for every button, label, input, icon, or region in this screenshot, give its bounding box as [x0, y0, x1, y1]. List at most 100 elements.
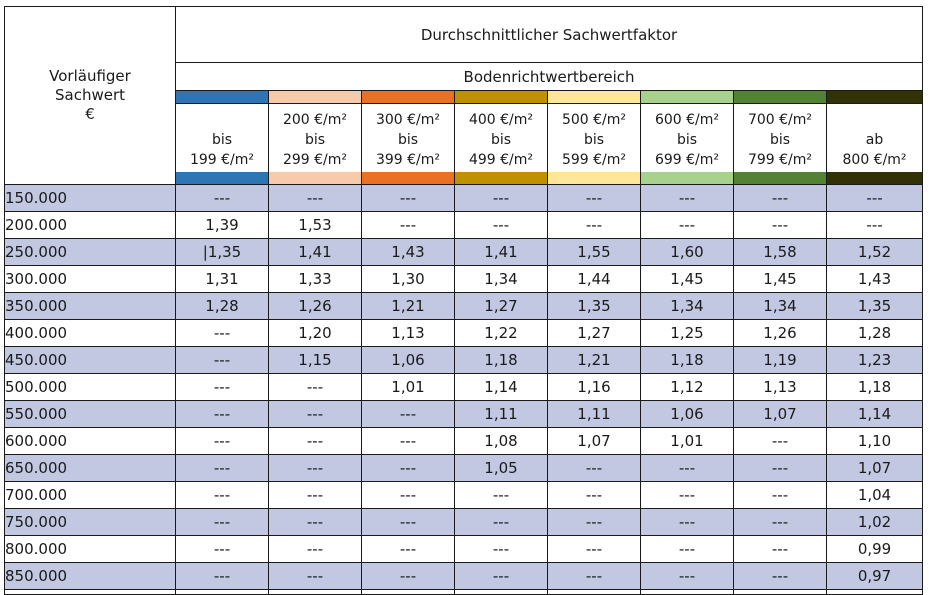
table-row: 200.000 1,39 1,53 --- --- --- --- --- ---	[4, 211, 924, 239]
range-color-bar	[176, 91, 268, 104]
range-color-bar	[455, 172, 547, 184]
factor-cell: 1,53	[268, 211, 362, 239]
range-header-cell: ab 800 €/m²	[825, 90, 924, 185]
table-row: 550.000 --- --- --- 1,11 1,11 1,06 1,07 1,14	[4, 400, 924, 428]
range-label-line: bis	[211, 132, 233, 148]
factor-cell: 1,34	[454, 265, 548, 293]
factor-cell: ---	[640, 454, 734, 482]
factor-cell: ---	[733, 535, 827, 563]
range-label: 500 €/m² bis 599 €/m²	[548, 104, 640, 172]
factor-cell: 1,12	[640, 373, 734, 401]
range-color-bar	[455, 91, 547, 104]
table-row: 300.000 1,31 1,33 1,30 1,34 1,44 1,45 1,45 1,43	[4, 265, 924, 293]
factor-cell: ---	[361, 535, 455, 563]
factor-cell: ---	[175, 535, 269, 563]
tail-cell	[361, 589, 455, 595]
table-subtitle: Bodenrichtwertbereich	[174, 62, 924, 91]
range-color-bar	[641, 172, 733, 184]
factor-cell: 1,44	[547, 265, 641, 293]
row-header-cell: Vorläufiger Sachwert €	[4, 6, 176, 185]
range-label: 300 €/m² bis 399 €/m²	[362, 104, 454, 172]
range-header-cell: 300 €/m² bis 399 €/m²	[361, 90, 455, 185]
factor-cell: 1,31	[175, 265, 269, 293]
factor-cell: ---	[733, 427, 827, 455]
factor-cell: ---	[175, 184, 269, 212]
factor-cell: ---	[454, 562, 548, 590]
factor-cell: ---	[640, 481, 734, 509]
range-label-line: 300 €/m²	[375, 112, 441, 128]
range-label-line: ab	[865, 132, 884, 148]
factor-cell: 1,21	[547, 346, 641, 374]
sachwert-label: 200.000	[4, 211, 176, 239]
factor-cell: 1,19	[733, 346, 827, 374]
range-label-line: 399 €/m²	[375, 152, 441, 168]
factor-cell: 1,43	[361, 238, 455, 266]
factor-cell: 1,18	[640, 346, 734, 374]
factor-cell: 0,99	[825, 535, 924, 563]
range-label-line: 599 €/m²	[561, 152, 627, 168]
factor-cell: ---	[547, 211, 641, 239]
factor-cell: 1,11	[547, 400, 641, 428]
range-label-line: 800 €/m²	[842, 152, 907, 168]
factor-cell: 1,26	[733, 319, 827, 347]
table-row: 250.000 |1,35 1,41 1,43 1,41 1,55 1,60 1,58 1,52	[4, 238, 924, 266]
factor-cell: 1,07	[825, 454, 924, 482]
factor-cell: ---	[733, 562, 827, 590]
factor-cell: 1,34	[733, 292, 827, 320]
range-label-line: 400 €/m²	[468, 112, 534, 128]
range-label-line: 700 €/m²	[747, 112, 813, 128]
row-header-line: €	[85, 105, 95, 123]
factor-cell: 1,06	[361, 346, 455, 374]
table-row: 700.000 --- --- --- --- --- --- --- 1,04	[4, 481, 924, 509]
factor-cell: 1,30	[361, 265, 455, 293]
factor-cell: 1,35	[825, 292, 924, 320]
factor-cell: ---	[175, 373, 269, 401]
factor-cell: 1,05	[454, 454, 548, 482]
factor-cell: 1,58	[733, 238, 827, 266]
range-color-bar	[362, 91, 454, 104]
table-row: 800.000 --- --- --- --- --- --- --- 0,99	[4, 535, 924, 563]
factor-cell: ---	[175, 400, 269, 428]
sachwert-label: 750.000	[4, 508, 176, 536]
factor-cell: 1,28	[175, 292, 269, 320]
range-color-bar	[269, 91, 361, 104]
range-label-line: bis	[583, 132, 605, 148]
factor-cell: ---	[454, 481, 548, 509]
tail-cell	[733, 589, 827, 595]
sachwertfaktor-table: Vorläufiger Sachwert € Durchschnittliche…	[4, 6, 924, 595]
range-label-line: 499 €/m²	[468, 152, 534, 168]
factor-cell: ---	[547, 508, 641, 536]
factor-cell: 1,39	[175, 211, 269, 239]
factor-cell: 0,97	[825, 562, 924, 590]
range-header-cell: 400 €/m² bis 499 €/m²	[454, 90, 548, 185]
factor-cell: ---	[640, 535, 734, 563]
tail-cell	[4, 589, 176, 595]
range-header-row: bis 199 €/m² 200 €/m² bis 299 €/m² 300 €/m² bi…	[5, 90, 924, 185]
factor-cell: ---	[454, 508, 548, 536]
factor-cell: ---	[361, 427, 455, 455]
table-row: 350.000 1,28 1,26 1,21 1,27 1,35 1,34 1,34 1,35	[4, 292, 924, 320]
sachwert-label: 300.000	[4, 265, 176, 293]
factor-cell: ---	[733, 211, 827, 239]
factor-cell: ---	[547, 535, 641, 563]
range-header-cell: 700 €/m² bis 799 €/m²	[733, 90, 827, 185]
factor-cell: 1,14	[454, 373, 548, 401]
factor-cell: ---	[175, 427, 269, 455]
factor-cell: ---	[733, 454, 827, 482]
factor-cell: ---	[547, 562, 641, 590]
factor-cell: ---	[825, 184, 924, 212]
table-row: 750.000 --- --- --- --- --- --- --- 1,02	[4, 508, 924, 536]
range-color-bar	[176, 172, 268, 184]
tail-cell	[825, 589, 924, 595]
sachwert-label: 150.000	[4, 184, 176, 212]
factor-cell: ---	[175, 454, 269, 482]
factor-cell: ---	[175, 562, 269, 590]
factor-cell: ---	[640, 184, 734, 212]
factor-cell: 1,25	[640, 319, 734, 347]
factor-cell: 1,02	[825, 508, 924, 536]
range-color-bar	[362, 172, 454, 184]
factor-cell: 1,26	[268, 292, 362, 320]
tail-cell	[454, 589, 548, 595]
factor-cell: ---	[640, 211, 734, 239]
factor-cell: 1,23	[825, 346, 924, 374]
